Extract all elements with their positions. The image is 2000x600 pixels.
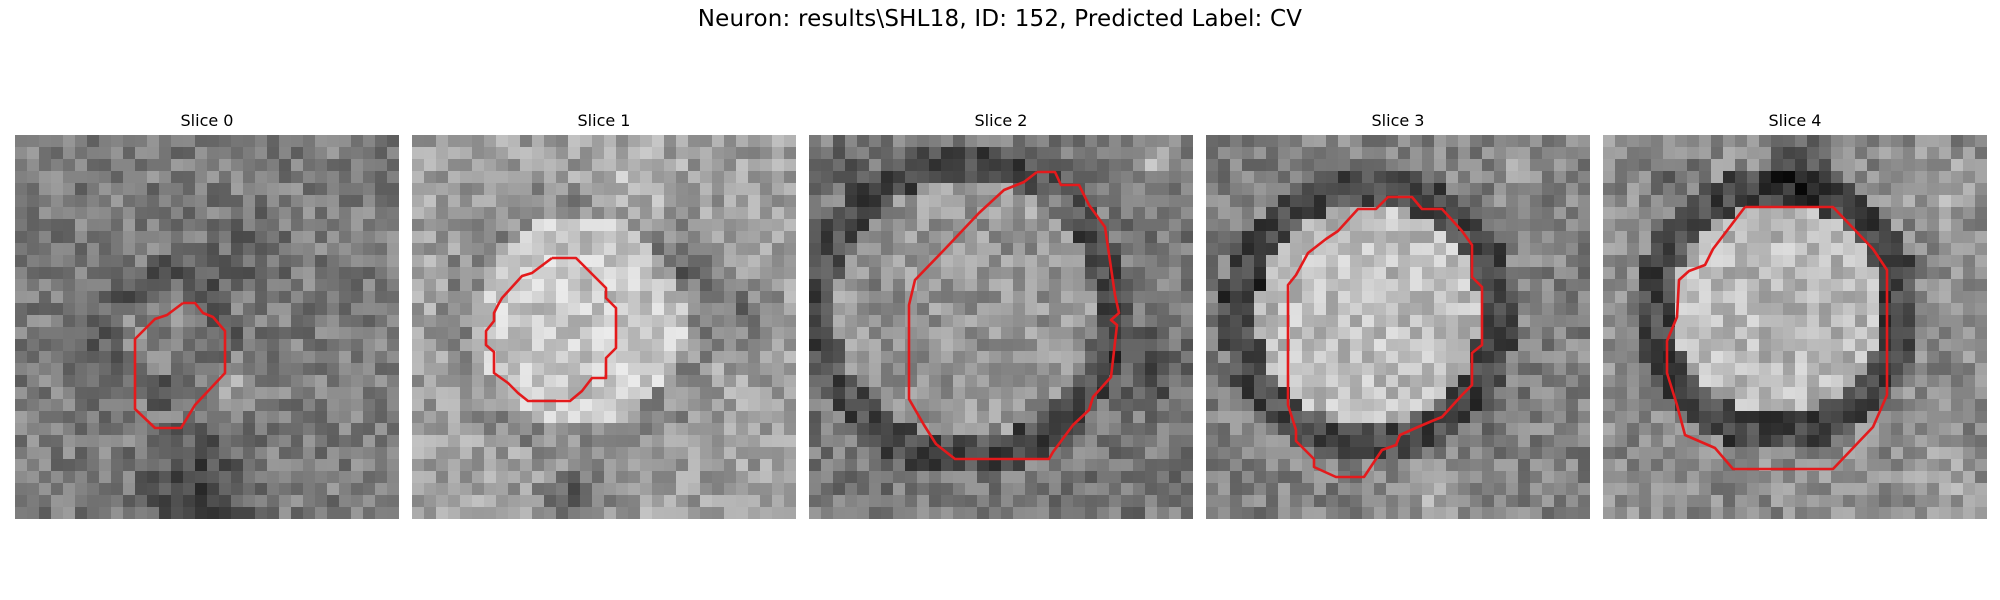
slice-panel-2: Slice 2: [809, 108, 1193, 519]
vesicle-contour: [484, 256, 618, 403]
slice-panel-4: Slice 4: [1603, 108, 1987, 519]
slice-title: Slice 0: [180, 111, 234, 130]
slice-image-2: [809, 135, 1193, 519]
slice-panel-3: Slice 3: [1206, 108, 1590, 519]
vesicle-contour: [1665, 205, 1889, 471]
figure-title: Neuron: results\SHL18, ID: 152, Predicte…: [697, 6, 1303, 32]
slice-image-3: [1206, 135, 1590, 519]
em-image: [412, 135, 796, 519]
slice-title: Slice 1: [577, 111, 631, 130]
em-image: [809, 135, 1193, 519]
slice-title: Slice 4: [1768, 111, 1822, 130]
vesicle-contour: [133, 301, 227, 430]
vesicle-contour: [1286, 195, 1484, 479]
em-image: [1206, 135, 1590, 519]
slice-image-1: [412, 135, 796, 519]
slice-image-4: [1603, 135, 1987, 519]
slice-image-0: [15, 135, 399, 519]
slice-panel-1: Slice 1: [412, 108, 796, 519]
slice-title: Slice 2: [974, 111, 1028, 130]
em-image: [1603, 135, 1987, 519]
em-image: [15, 135, 399, 519]
slice-title: Slice 3: [1371, 111, 1425, 130]
slice-panel-0: Slice 0: [15, 108, 399, 519]
vesicle-contour: [907, 170, 1121, 461]
